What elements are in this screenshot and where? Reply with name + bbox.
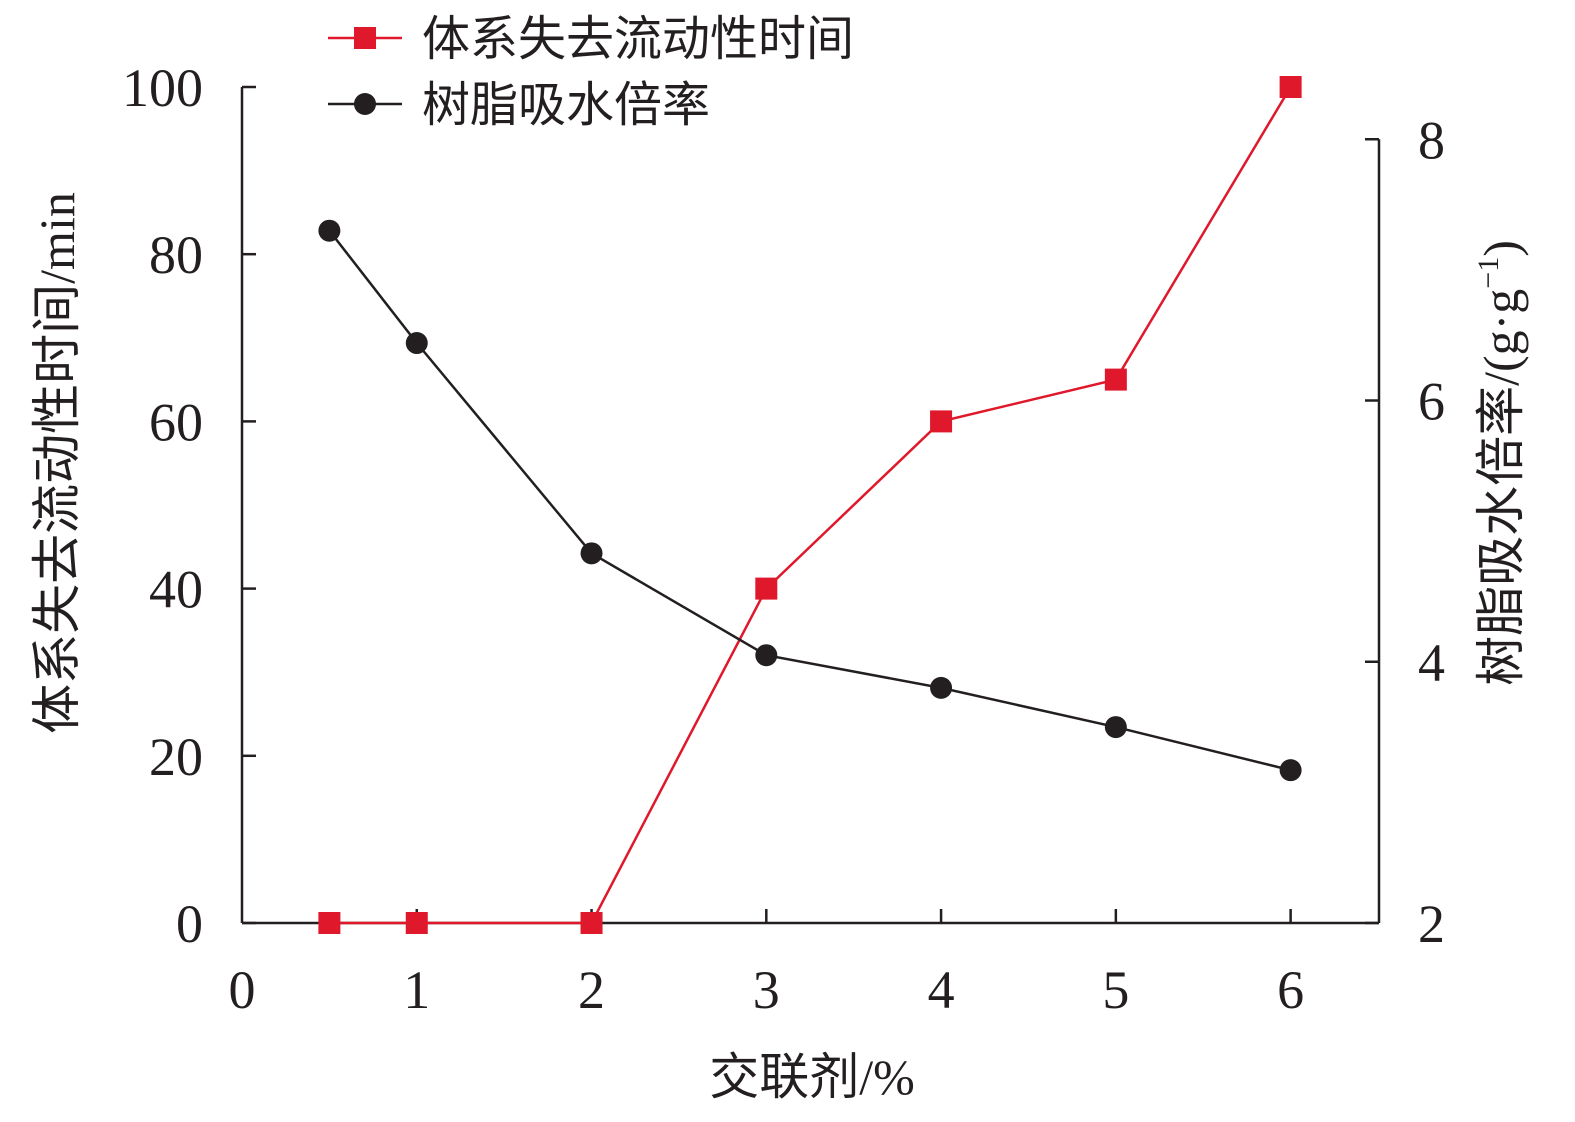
data-point-square (580, 912, 603, 934)
data-point-circle (318, 219, 341, 242)
right-y-tick-label: 2 (1418, 894, 1445, 954)
left-y-tick-label: 80 (149, 225, 203, 285)
x-axis-label: 交联剂/% (709, 1049, 915, 1105)
data-point-square (405, 912, 428, 934)
x-tick-label: 0 (229, 960, 256, 1020)
data-point-circle (1279, 759, 1302, 782)
x-tick-label: 6 (1277, 960, 1304, 1020)
legend-label-2: 树脂吸水倍率 (422, 79, 710, 132)
data-point-square (1104, 368, 1127, 391)
axis-labels: 交联剂/% 体系失去流动性时间/min 树脂吸水倍率/(g·g−1) (29, 192, 1529, 1105)
data-point-circle (405, 332, 428, 355)
right-y-tick-label: 4 (1418, 633, 1445, 693)
left-y-tick-label: 0 (176, 894, 203, 954)
right-y-tick-label: 8 (1418, 110, 1445, 170)
left-y-tick-label: 20 (149, 727, 203, 787)
left-y-tick-label: 40 (149, 560, 203, 620)
right-y-axis-label-close: ) (1473, 240, 1529, 257)
data-point-circle (930, 676, 953, 699)
x-tick-label: 2 (578, 960, 605, 1020)
data-point-square (755, 577, 778, 600)
legend-marker-circle (354, 93, 376, 115)
right-y-axis-label-main: 树脂吸水倍率/(g·g (1473, 289, 1529, 686)
x-tick-label: 3 (753, 960, 780, 1020)
x-tick-label: 5 (1102, 960, 1129, 1020)
x-tick-label: 1 (403, 960, 430, 1020)
left-y-axis-label: 体系失去流动性时间/min (29, 192, 85, 734)
data-point-square (1279, 76, 1302, 98)
right-y-axis-label-superscript: −1 (1472, 257, 1505, 289)
legend-marker-square (354, 27, 376, 49)
series-line-2 (328, 229, 1291, 772)
data-point-circle (580, 542, 603, 565)
series-layer (318, 76, 1302, 934)
left-y-tick-label: 100 (122, 58, 203, 118)
data-point-circle (1104, 716, 1127, 739)
right-y-tick-label: 6 (1418, 372, 1445, 432)
series-line-1 (329, 86, 1292, 925)
right-y-axis-label: 树脂吸水倍率/(g·g−1) (1472, 240, 1529, 686)
data-point-square (318, 912, 341, 934)
legend-label-1: 体系失去流动性时间 (422, 13, 854, 66)
left-y-tick-label: 60 (149, 392, 203, 452)
x-tick-label: 4 (928, 960, 955, 1020)
data-point-circle (755, 644, 778, 667)
data-point-square (930, 410, 953, 433)
